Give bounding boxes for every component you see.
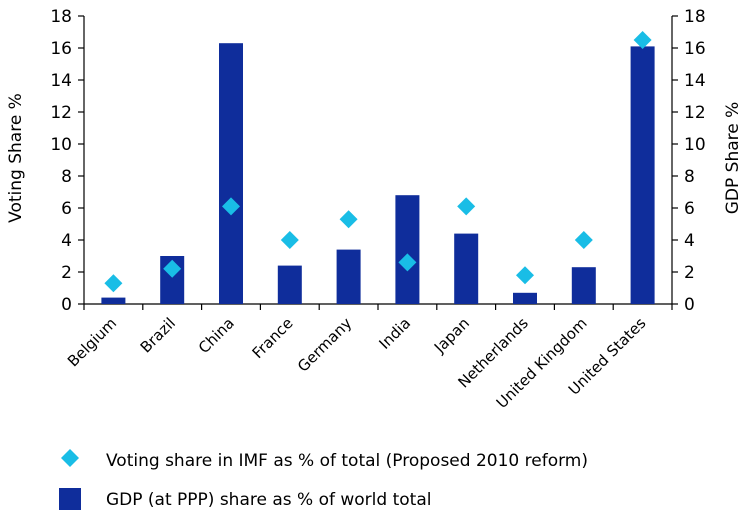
y-tick-label-right: 8 <box>684 167 695 187</box>
x-category-label: Germany <box>294 314 356 376</box>
y-tick-label-left: 18 <box>50 7 72 27</box>
x-category-label: Brazil <box>137 314 179 356</box>
x-category-label: India <box>375 314 414 353</box>
y-tick-label-left: 14 <box>50 71 72 91</box>
marker-voting-share <box>163 259 182 278</box>
y-tick-label-left: 16 <box>50 39 72 59</box>
bar-gdp-share <box>513 292 537 304</box>
y-tick-label-left: 8 <box>61 167 72 187</box>
marker-voting-share <box>222 197 240 216</box>
y-tick-label-right: 14 <box>684 71 706 91</box>
y-tick-label-right: 6 <box>684 199 695 219</box>
markers-layer <box>104 31 652 293</box>
bar-gdp-share <box>630 46 655 305</box>
bar-gdp-share <box>571 267 596 304</box>
y-axis-title-left: Voting Share % <box>6 93 26 223</box>
labels-layer: 0 0 2 2 4 4 6 6 8 8 10 10 12 12 14 14 16 16 18 18 Belgium Bra… <box>50 7 705 412</box>
y-tick-label-left: 6 <box>61 199 72 219</box>
x-category-label: China <box>195 314 238 357</box>
legend-bar-swatch <box>59 488 81 510</box>
marker-voting-share <box>516 266 534 285</box>
y-tick-label-right: 0 <box>684 295 695 315</box>
y-tick-label-left: 10 <box>50 135 72 155</box>
x-category-label: France <box>249 314 297 362</box>
bar-gdp-share <box>336 249 361 304</box>
legend: Voting share in IMF as % of total (Propo… <box>59 449 588 510</box>
bar-gdp-share <box>219 43 243 304</box>
legend-item-voting: Voting share in IMF as % of total (Propo… <box>61 449 588 471</box>
y-tick-label-right: 18 <box>684 7 706 27</box>
marker-voting-share <box>457 197 476 216</box>
marker-voting-share <box>633 31 652 49</box>
y-tick-label-right: 4 <box>684 231 695 251</box>
y-tick-label-right: 2 <box>684 263 695 283</box>
y-tick-label-left: 2 <box>61 263 72 283</box>
y-tick-label-left: 12 <box>50 103 72 123</box>
bar-gdp-share <box>101 297 126 304</box>
marker-voting-share <box>104 274 123 293</box>
legend-label-voting: Voting share in IMF as % of total (Propo… <box>106 451 588 471</box>
marker-voting-share <box>280 231 299 249</box>
y-tick-label-right: 12 <box>684 103 706 123</box>
legend-diamond-marker <box>61 449 79 467</box>
marker-voting-share <box>574 231 593 249</box>
bar-gdp-share <box>277 265 302 304</box>
y-axis-title-right: GDP Share % <box>723 102 743 215</box>
bars-layer <box>101 43 655 305</box>
legend-label-gdp: GDP (at PPP) share as % of world total <box>106 490 431 510</box>
marker-voting-share <box>339 210 358 229</box>
marker-voting-share <box>398 253 417 272</box>
bar-gdp-share <box>454 233 479 304</box>
y-tick-label-left: 4 <box>61 231 72 251</box>
legend-item-gdp: GDP (at PPP) share as % of world total <box>59 488 431 510</box>
y-tick-label-right: 16 <box>684 39 706 59</box>
x-category-label: Japan <box>430 314 473 357</box>
bar-gdp-share <box>395 195 420 304</box>
y-tick-label-right: 10 <box>684 135 706 155</box>
x-category-label: Belgium <box>64 314 120 370</box>
y-tick-label-left: 0 <box>61 295 72 315</box>
